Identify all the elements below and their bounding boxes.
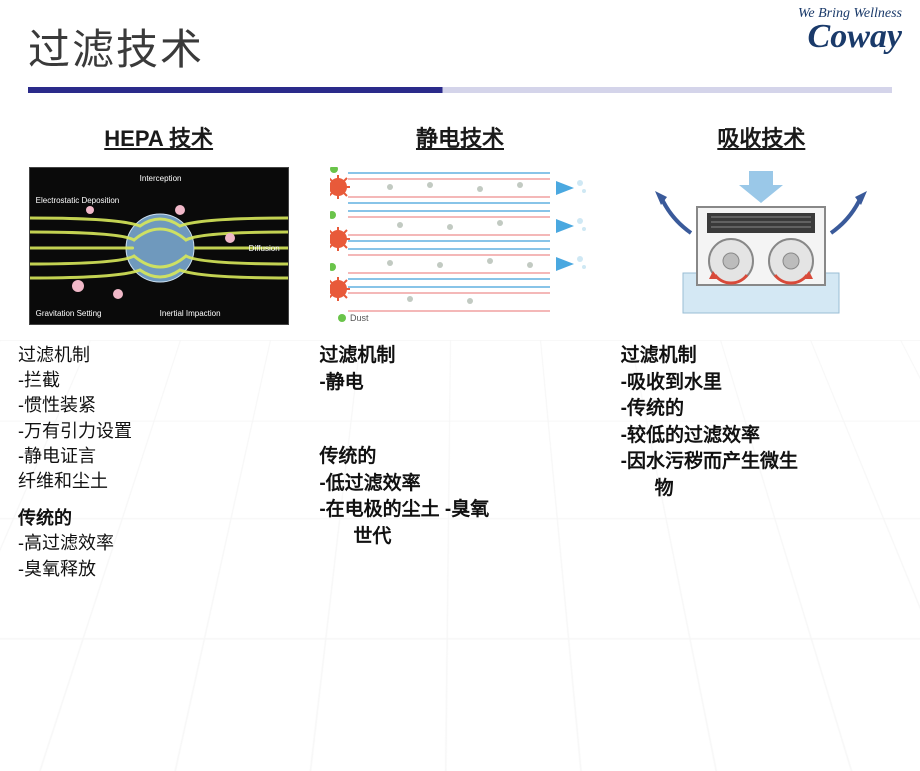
hepa-label-br: Inertial Impaction xyxy=(160,309,221,318)
abs-group1: 过滤机制 -吸收到水里 -传统的 -较低的过滤效率 -因水污秽而产生微生 物 xyxy=(621,343,902,503)
list-item: -拦截 xyxy=(18,368,299,393)
header-rule xyxy=(28,87,892,93)
list-item: -低过滤效率 xyxy=(319,471,600,498)
col-absorption: 吸收技术 xyxy=(621,121,902,594)
hepa-label-top: Interception xyxy=(140,174,182,183)
list-item: -静电证言 xyxy=(18,444,299,469)
elec-g2-header: 传统的 xyxy=(319,444,600,471)
list-item: -万有引力设置 xyxy=(18,419,299,444)
hepa-label-bl: Gravitation Setting xyxy=(36,309,102,318)
list-item-indent: 世代 xyxy=(319,524,600,551)
hepa-group2: 传统的 -高过滤效率 -臭氧释放 xyxy=(18,506,299,582)
hepa-label-right: Diffusion xyxy=(249,244,280,253)
list-item: -臭氧释放 xyxy=(18,557,299,582)
hepa-g2-header: 传统的 xyxy=(18,506,299,531)
abs-g1-header: 过滤机制 xyxy=(621,343,902,370)
col-electrostatic: 静电技术 xyxy=(319,121,600,594)
page-title: 过滤技术 xyxy=(28,16,892,77)
hepa-g1-header: 过滤机制 xyxy=(18,343,299,368)
elec-group2: 传统的 -低过滤效率 -在电极的尘土 -臭氧 世代 xyxy=(319,444,600,550)
list-item: -惯性装紧 xyxy=(18,393,299,418)
col-hepa: HEPA 技术 xyxy=(18,121,299,594)
elec-diagram: Dust xyxy=(330,167,590,325)
list-item: -在电极的尘土 -臭氧 xyxy=(319,497,600,524)
elec-g1-header: 过滤机制 xyxy=(319,343,600,370)
list-item: 纤维和尘土 xyxy=(18,469,299,494)
list-item: -传统的 xyxy=(621,396,902,423)
list-item: -高过滤效率 xyxy=(18,531,299,556)
hepa-diagram: Interception Electrostatic Deposition Di… xyxy=(29,167,289,325)
col-title-hepa: HEPA 技术 xyxy=(18,121,299,153)
list-item: -因水污秽而产生微生 xyxy=(621,449,902,476)
brand-name: Coway xyxy=(798,22,902,53)
list-item: -静电 xyxy=(319,370,600,397)
list-item-indent: 物 xyxy=(621,476,902,503)
content-columns: HEPA 技术 xyxy=(0,101,920,594)
list-item: -吸收到水里 xyxy=(621,370,902,397)
elec-dust-label: Dust xyxy=(350,313,369,323)
elec-group1: 过滤机制 -静电 xyxy=(319,343,600,396)
list-item: -较低的过滤效率 xyxy=(621,423,902,450)
col-title-abs: 吸收技术 xyxy=(621,121,902,153)
slide-header: 过滤技术 We Bring Wellness Coway xyxy=(0,0,920,101)
brand-block: We Bring Wellness Coway xyxy=(798,6,902,53)
hepa-group1: 过滤机制 -拦截 -惯性装紧 -万有引力设置 -静电证言 纤维和尘土 xyxy=(18,343,299,494)
col-title-elec: 静电技术 xyxy=(319,121,600,153)
hepa-label-left: Electrostatic Deposition xyxy=(36,196,120,205)
abs-diagram xyxy=(631,167,891,325)
